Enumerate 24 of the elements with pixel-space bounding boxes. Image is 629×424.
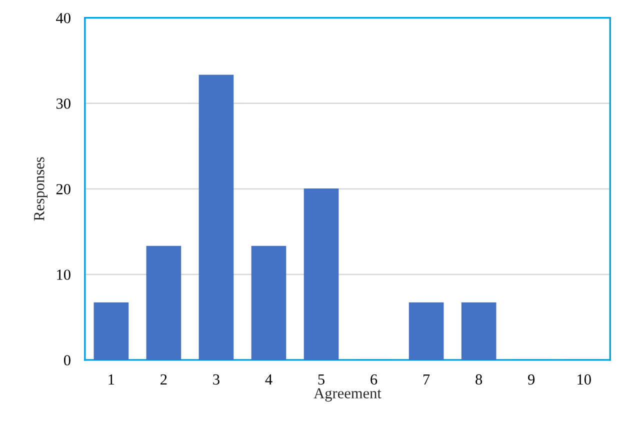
y-tick-label: 40: [56, 12, 70, 24]
x-tick-label: 5: [318, 374, 324, 385]
bar: [146, 246, 182, 360]
bar: [304, 188, 339, 360]
x-tick-label: 7: [423, 374, 430, 384]
y-tick-label: 20: [56, 184, 70, 194]
bar: [94, 302, 129, 360]
bar: [461, 302, 496, 360]
x-tick-label: 2: [160, 374, 167, 384]
x-tick-label: 3: [213, 374, 220, 385]
y-tick-label: 10: [57, 270, 70, 280]
x-axis-title: Agreement: [314, 388, 382, 402]
x-tick-label: 10: [578, 374, 591, 385]
bar: [408, 302, 444, 360]
x-tick-label: 9: [528, 374, 535, 385]
bar: [198, 74, 234, 360]
bar: [251, 246, 286, 360]
y-axis-title: Responses: [34, 157, 48, 221]
x-tick-label: 6: [370, 374, 378, 385]
x-tick-label: 4: [265, 374, 272, 384]
y-tick-label: 0: [64, 355, 70, 366]
y-tick-label: 30: [56, 98, 70, 109]
x-tick-label: 1: [108, 374, 114, 384]
x-tick-label: 8: [476, 374, 482, 385]
